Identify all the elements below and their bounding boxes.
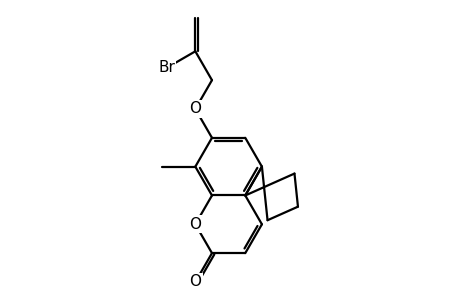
Text: O: O xyxy=(189,217,201,232)
Text: O: O xyxy=(189,274,201,290)
Text: O: O xyxy=(189,101,201,116)
Text: Br: Br xyxy=(158,61,174,76)
